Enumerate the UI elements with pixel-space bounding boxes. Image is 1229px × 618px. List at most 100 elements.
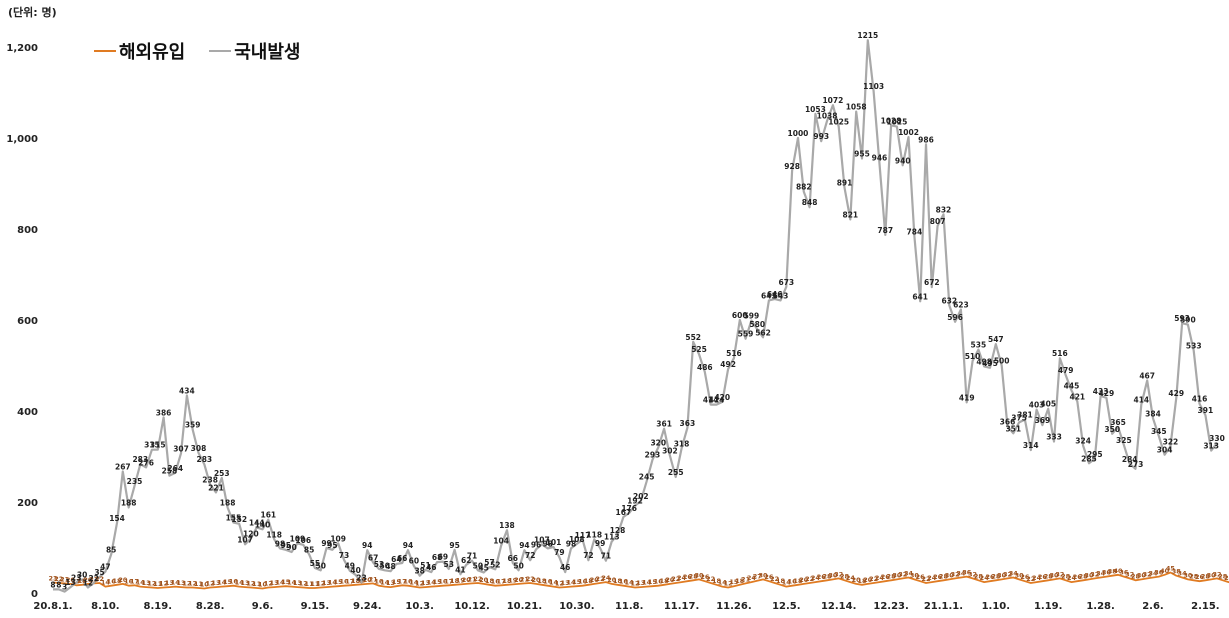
data-label-imported: 28: [974, 572, 984, 580]
data-label-imported: 20: [863, 576, 873, 584]
data-label-imported: 32: [968, 570, 977, 578]
data-label-domestic: 47: [100, 563, 110, 572]
data-label-imported: 28: [1079, 572, 1089, 580]
data-label-domestic: 547: [988, 335, 1004, 344]
data-label-domestic: 276: [138, 458, 154, 467]
data-label-domestic: 69: [438, 553, 448, 562]
data-label-domestic: 283: [196, 455, 212, 464]
data-label-domestic: 429: [1168, 389, 1184, 398]
data-label-domestic: 414: [1134, 396, 1150, 405]
data-label-domestic: 285: [1081, 454, 1097, 463]
data-label-imported: 20: [799, 576, 809, 584]
data-label-imported: 18: [776, 577, 786, 585]
data-label-domestic: 255: [668, 468, 684, 477]
x-tick-label: 2.15.: [1191, 601, 1219, 612]
data-label-domestic: 293: [645, 451, 661, 460]
data-label-domestic: 516: [1052, 349, 1068, 358]
data-label-domestic: 1038: [817, 112, 838, 121]
data-label-domestic: 30: [77, 570, 87, 579]
data-label-domestic: 94: [403, 541, 413, 550]
data-label-domestic: 993: [813, 132, 829, 141]
data-label-imported: 30: [910, 571, 920, 579]
data-label-domestic: 155: [226, 513, 242, 522]
data-label-imported: 16: [374, 578, 384, 586]
data-label-domestic: 49: [345, 562, 355, 571]
data-label-domestic: 391: [1198, 406, 1214, 415]
x-tick-label: 1.19.: [1034, 601, 1062, 612]
data-label-domestic: 46: [426, 563, 436, 572]
data-label-imported: 12: [555, 580, 564, 588]
data-label-imported: 30: [1084, 571, 1094, 579]
data-label-imported: 18: [857, 577, 867, 585]
data-label-domestic: 253: [214, 469, 230, 478]
data-label-imported: 17: [72, 577, 81, 585]
data-label-imported: 21: [60, 575, 70, 583]
data-label-domestic: 101: [546, 538, 562, 547]
data-label-domestic: 986: [918, 135, 934, 144]
data-label-domestic: 284: [1122, 455, 1138, 464]
data-label-domestic: 50: [513, 561, 523, 570]
data-label-domestic: 85: [106, 545, 116, 554]
data-label-imported: 20: [363, 576, 373, 584]
data-label-domestic: 273: [1128, 460, 1144, 469]
legend: 해외유입 국내발생: [94, 38, 325, 64]
data-label-imported: 16: [543, 578, 553, 586]
data-label-imported: 22: [921, 575, 930, 583]
data-label-imported: 15: [572, 578, 582, 586]
legend-item-imported: 해외유입: [94, 38, 185, 64]
data-label-imported: 28: [887, 572, 897, 580]
data-label-imported: 26: [933, 573, 943, 581]
data-label-imported: 17: [345, 577, 354, 585]
data-label-domestic: 128: [610, 526, 626, 535]
data-label-imported: 38: [1172, 568, 1182, 576]
data-label-domestic: 144: [249, 518, 265, 527]
data-label-imported: 15: [433, 578, 443, 586]
data-label-imported: 21: [369, 575, 379, 583]
data-label-domestic: 73: [339, 551, 349, 560]
data-label-domestic: 94: [362, 541, 372, 550]
data-label-imported: 28: [991, 572, 1001, 580]
data-label-imported: 15: [334, 578, 344, 586]
data-label-imported: 36: [1154, 569, 1164, 577]
data-label-imported: 11: [194, 580, 204, 588]
data-label-imported: 11: [310, 580, 320, 588]
y-tick-label: 1,000: [6, 134, 38, 145]
data-label-imported: 30: [828, 571, 838, 579]
data-label-imported: 18: [450, 577, 460, 585]
data-label-domestic: 307: [173, 444, 189, 453]
data-label-domestic: 641: [912, 292, 928, 301]
data-label-imported: 16: [491, 578, 501, 586]
data-label-domestic: 322: [1163, 437, 1179, 446]
data-label-imported: 32: [1055, 570, 1064, 578]
data-label-imported: 40: [1114, 567, 1124, 575]
data-label-imported: 14: [427, 579, 437, 587]
y-tick-label: 1,200: [6, 43, 38, 54]
data-label-imported: 24: [601, 574, 611, 582]
data-label-imported: 11: [305, 580, 315, 588]
data-label-domestic: 188: [121, 498, 137, 507]
data-label-imported: 13: [293, 579, 302, 587]
x-tick-label: 11.8.: [615, 601, 643, 612]
data-label-imported: 34: [1148, 570, 1158, 578]
data-label-domestic: 467: [1139, 372, 1155, 381]
data-label-imported: 36: [1102, 569, 1112, 577]
x-tick-label: 10.12.: [454, 601, 489, 612]
data-label-imported: 32: [898, 570, 907, 578]
series-line-imported: [52, 571, 1229, 590]
data-label-imported: 13: [211, 579, 220, 587]
data-label-domestic: 419: [959, 393, 975, 402]
data-label-domestic: 320: [650, 438, 666, 447]
data-label-imported: 12: [316, 580, 325, 588]
data-label-domestic: 533: [1186, 341, 1202, 350]
data-label-domestic: 433: [1093, 387, 1109, 396]
data-label-imported: 13: [322, 579, 331, 587]
data-label-domestic: 161: [261, 511, 277, 520]
data-label-imported: 26: [985, 573, 995, 581]
data-label-imported: 28: [823, 572, 833, 580]
data-label-domestic: 330: [1209, 434, 1225, 443]
data-label-imported: 21: [520, 575, 530, 583]
data-label-imported: 19: [508, 576, 518, 584]
data-label-imported: 34: [1096, 570, 1106, 578]
data-label-domestic: 955: [854, 149, 870, 158]
data-label-domestic: 22: [89, 574, 99, 583]
